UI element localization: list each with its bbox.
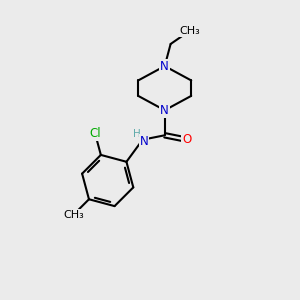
Text: N: N <box>160 104 169 117</box>
Text: CH₃: CH₃ <box>179 26 200 36</box>
Text: Cl: Cl <box>89 127 101 140</box>
Text: CH₃: CH₃ <box>63 210 84 220</box>
Text: H: H <box>134 129 141 140</box>
Text: N: N <box>140 135 148 148</box>
Text: O: O <box>182 133 191 146</box>
Text: N: N <box>160 60 169 73</box>
